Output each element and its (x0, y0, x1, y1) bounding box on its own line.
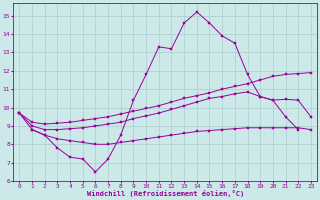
X-axis label: Windchill (Refroidissement éolien,°C): Windchill (Refroidissement éolien,°C) (86, 190, 244, 197)
